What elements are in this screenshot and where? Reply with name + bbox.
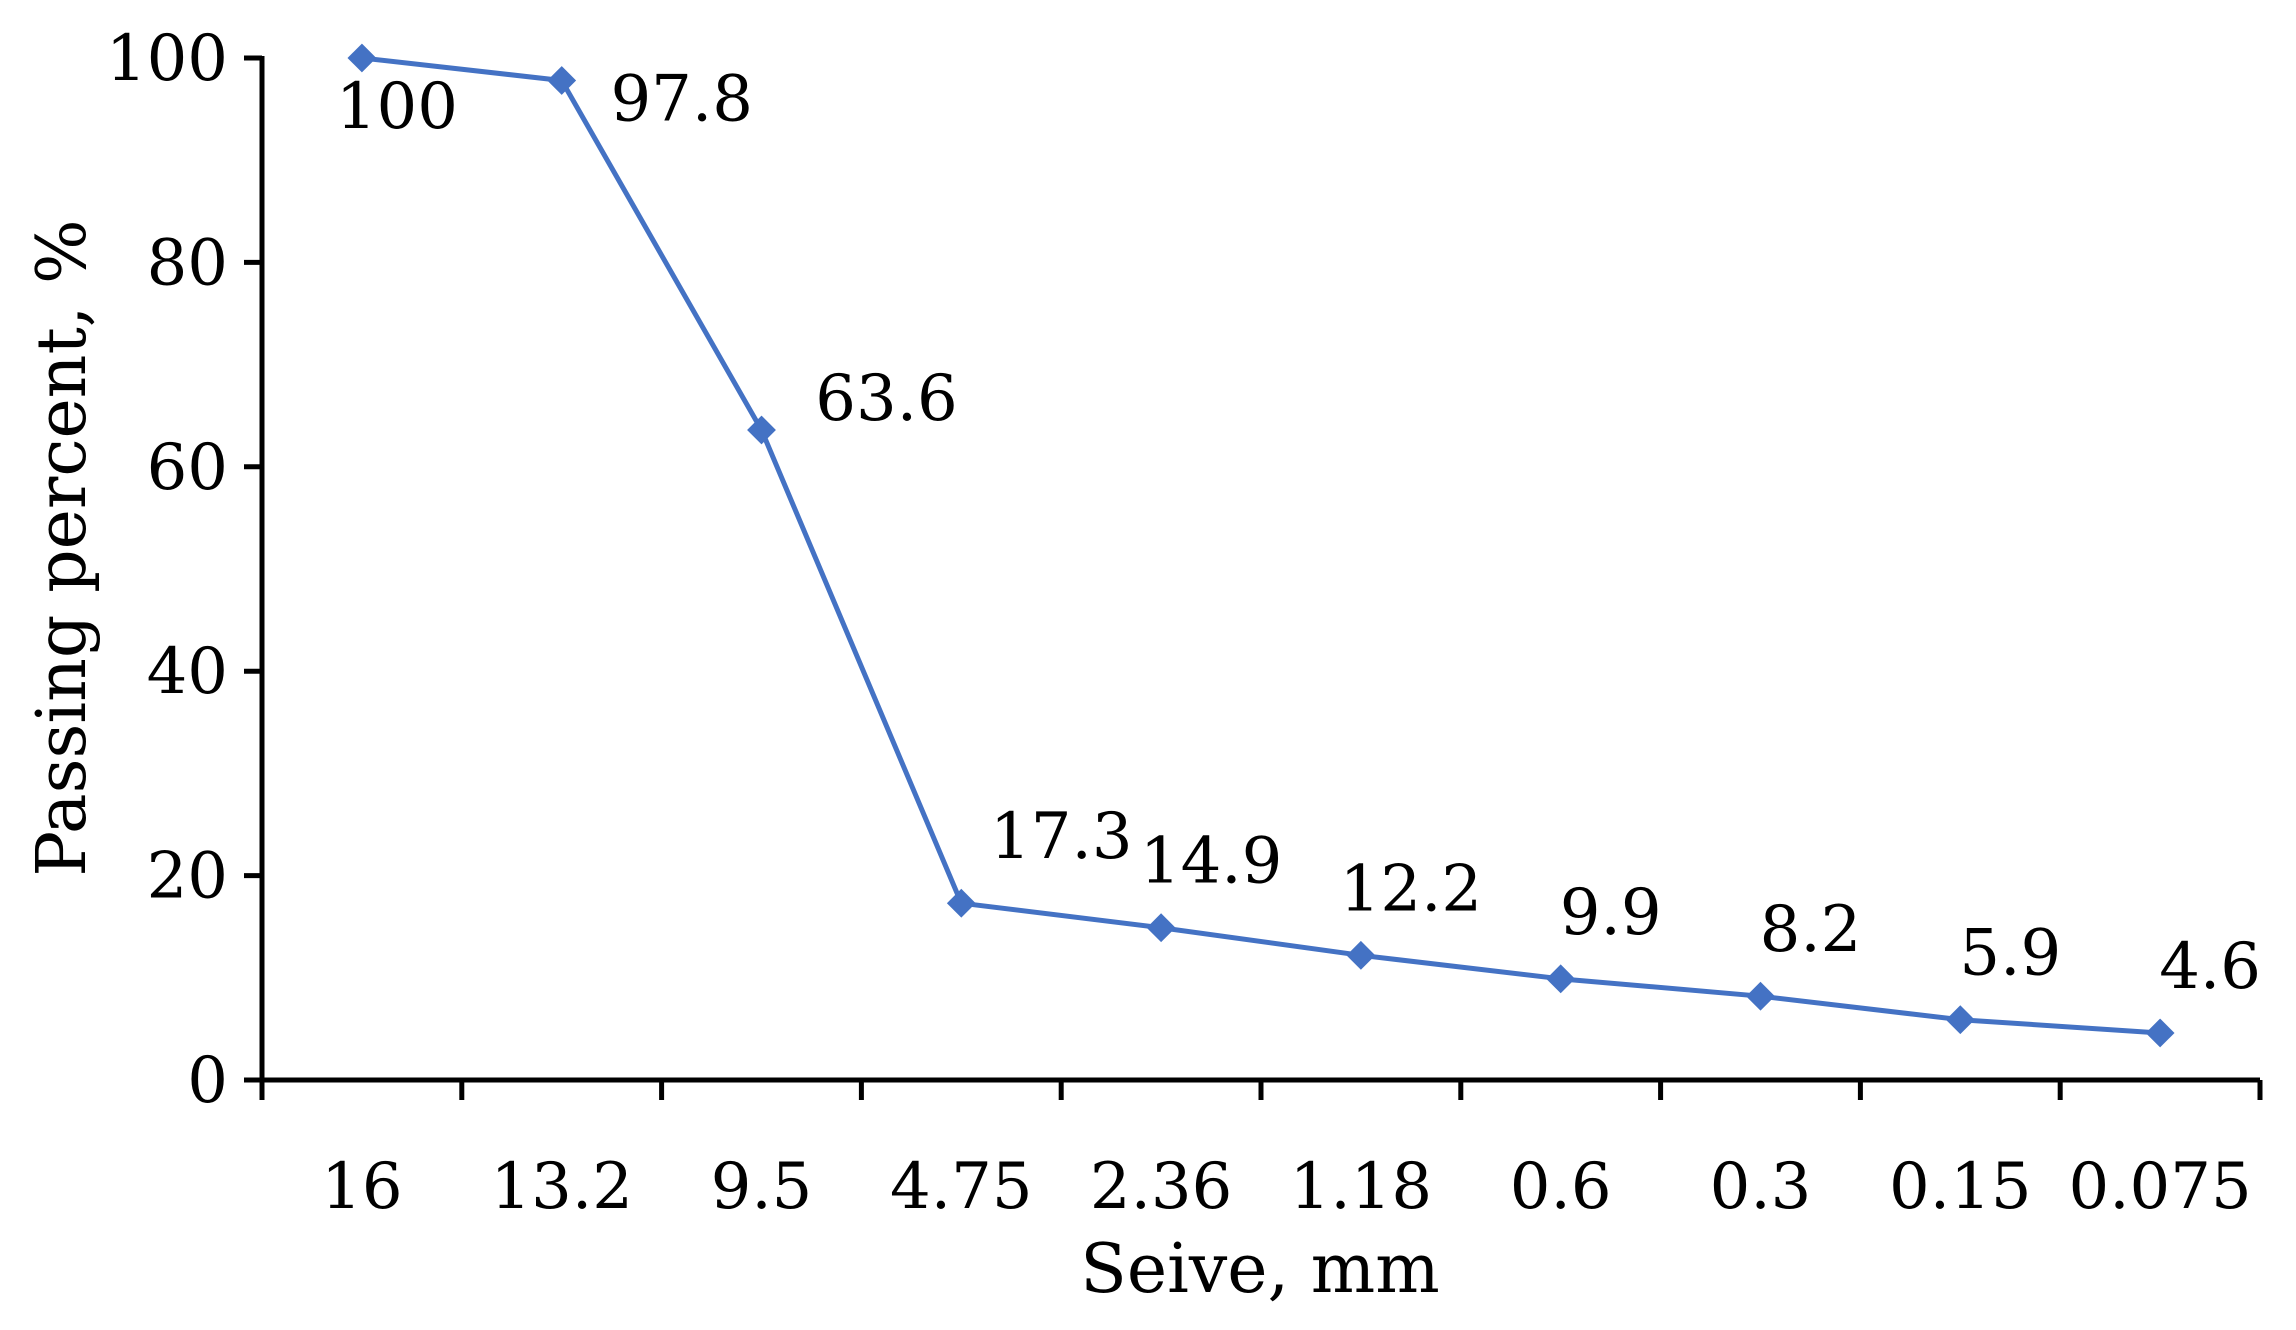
x-tick-label: 0.075 [2068, 1150, 2251, 1224]
y-tick-label: 100 [106, 22, 228, 96]
data-label: 5.9 [1959, 917, 2061, 991]
data-point-marker [347, 43, 377, 73]
data-point-marker [1346, 940, 1376, 970]
x-tick-label: 0.3 [1710, 1150, 1812, 1224]
data-labels: 100 97.8 63.6 17.3 14.9 12.2 9.9 8.2 5.9 4.6 [336, 62, 2261, 1004]
x-tick-label: 2.36 [1090, 1150, 1233, 1224]
data-label: 100 [336, 70, 458, 144]
y-ticks: 0 20 40 60 80 100 [106, 22, 262, 1118]
y-tick-label: 0 [187, 1044, 228, 1118]
y-axis-title: Passing percent, % [23, 219, 102, 876]
x-tick-label: 1.18 [1290, 1150, 1433, 1224]
data-point-marker [946, 888, 976, 918]
data-point-marker [1746, 981, 1775, 1011]
data-point-marker [2145, 1018, 2175, 1048]
data-label: 12.2 [1340, 852, 1483, 926]
data-label: 63.6 [815, 362, 958, 436]
data-point-marker [547, 66, 577, 95]
data-point-marker [747, 415, 776, 445]
data-label: 14.9 [1140, 825, 1283, 899]
data-label: 97.8 [610, 62, 753, 136]
x-tick-label: 0.6 [1510, 1150, 1612, 1224]
series-markers [347, 43, 2175, 1048]
x-tick-label: 13.2 [490, 1150, 633, 1224]
data-label: 4.6 [2159, 930, 2261, 1004]
data-point-marker [1146, 913, 1176, 943]
data-label: 17.3 [990, 800, 1133, 874]
x-axis-title: Seive, mm [1080, 1230, 1439, 1309]
series-line [361, 55, 2161, 1036]
x-tick-label: 0.15 [1889, 1150, 2032, 1224]
data-point-marker [1546, 964, 1576, 994]
x-tick-label: 16 [321, 1150, 402, 1224]
x-ticks: 16 13.2 9.5 4.75 2.36 1.18 0.6 0.3 0.15 0.075 [259, 1080, 2263, 1224]
x-tick-label: 9.5 [711, 1150, 813, 1224]
series-line-group [361, 55, 2161, 1036]
y-tick-label: 20 [147, 840, 228, 914]
y-tick-label: 80 [147, 226, 228, 300]
y-tick-label: 60 [147, 431, 228, 505]
data-point-marker [1945, 1005, 1975, 1035]
data-label: 8.2 [1760, 893, 1862, 967]
y-tick-label: 40 [147, 635, 228, 709]
x-tick-label: 4.75 [890, 1150, 1033, 1224]
data-label: 9.9 [1560, 876, 1662, 950]
